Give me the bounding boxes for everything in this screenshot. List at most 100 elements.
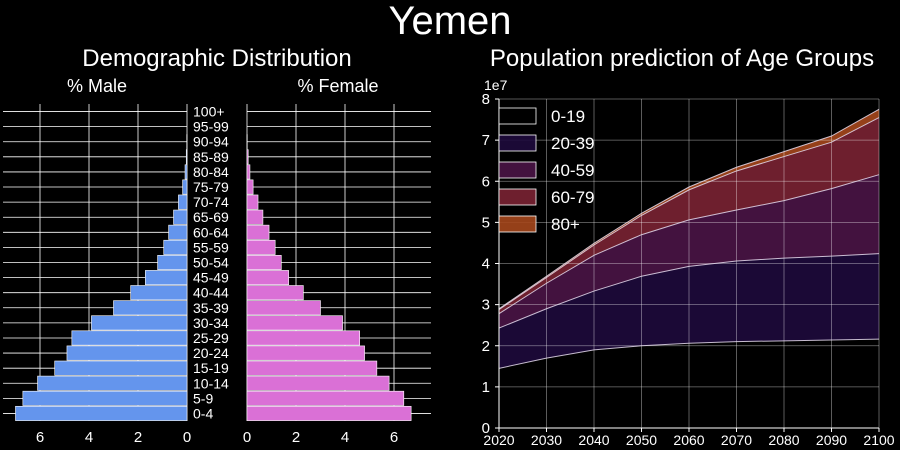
female-bar-70-74	[246, 194, 259, 210]
female-bar-65-69	[246, 209, 264, 225]
age-group-label: 100+	[193, 104, 225, 120]
female-x-tick-label: 4	[341, 429, 349, 446]
legend-label: 0-19	[551, 107, 585, 126]
y-tick-label: 4	[482, 256, 490, 273]
female-bar-85-89	[246, 149, 249, 165]
age-group-label: 45-49	[193, 270, 229, 286]
age-group-label: 30-34	[193, 315, 229, 331]
x-tick-label: 2020	[483, 432, 514, 448]
female-x-tick-label: 6	[390, 429, 398, 446]
area-20-39	[499, 253, 879, 369]
y-tick-label: 6	[482, 173, 490, 190]
age-group-label: 60-64	[193, 224, 229, 240]
area-chart-title: Population prediction of Age Groups	[490, 45, 874, 72]
line-0-19	[498, 338, 880, 369]
x-tick-label: 2100	[863, 432, 894, 448]
legend-label: 80+	[551, 215, 580, 234]
male-bar-80-84	[184, 164, 188, 180]
female-axis-title: % Female	[297, 76, 378, 96]
line-20-39	[498, 253, 880, 329]
y-tick-label: 1	[482, 379, 490, 396]
female-bar-30-34	[246, 315, 343, 331]
female-bar-75-79	[246, 179, 254, 195]
male-bar-25-29	[71, 330, 188, 346]
pyramid-title: Demographic Distribution	[82, 45, 351, 72]
x-tick-label: 2080	[768, 432, 799, 448]
population-area-chart: 0 1 2 3 4 5 6 7 8 2020 2030 2040 2050 2060 2070 2080 209…	[482, 91, 895, 448]
legend-swatch-60-79	[498, 188, 537, 206]
line-40-59	[498, 174, 880, 315]
age-group-label: 20-24	[193, 345, 229, 361]
female-bar-80-84	[246, 164, 251, 180]
female-bar-10-14	[246, 375, 390, 391]
x-tick-label: 2050	[626, 432, 657, 448]
age-group-label: 70-74	[193, 194, 229, 210]
male-bar-85-89	[185, 149, 188, 165]
male-x-tick-label: 0	[183, 429, 191, 446]
male-bar-45-49	[145, 270, 188, 286]
y-tick-label: 7	[482, 132, 490, 149]
y-tick-label: 8	[482, 91, 490, 108]
line-80+	[498, 108, 880, 310]
female-bar-40-44	[246, 285, 304, 301]
male-bar-5-9	[22, 390, 188, 406]
legend-swatch-80+	[498, 215, 537, 233]
x-tick-label: 2030	[531, 432, 562, 448]
age-group-label: 90-94	[193, 134, 229, 150]
area-60-79	[499, 117, 879, 314]
area-40-59	[499, 174, 879, 329]
legend-swatch-40-59	[498, 161, 537, 179]
male-x-tick-label: 6	[36, 429, 44, 446]
age-group-label: 65-69	[193, 209, 229, 225]
female-bar-45-49	[246, 270, 289, 286]
area-0-19	[499, 339, 879, 428]
x-tick-label: 2060	[673, 432, 704, 448]
age-group-label: 50-54	[193, 255, 229, 271]
y-scale-label: 1e7	[484, 77, 508, 93]
female-bar-5-9	[246, 390, 405, 406]
female-bar-35-39	[246, 300, 321, 316]
y-tick-label: 5	[482, 214, 490, 231]
female-bar-25-29	[246, 330, 360, 346]
y-tick-label: 0	[482, 420, 490, 437]
age-group-label: 80-84	[193, 164, 229, 180]
male-bar-30-34	[91, 315, 188, 331]
legend: 0-19 20-39 40-59 60-79 80+	[498, 107, 594, 234]
line-60-79	[498, 117, 880, 310]
male-axis-title: % Male	[67, 76, 127, 96]
age-group-label: 95-99	[193, 119, 229, 135]
male-x-tick-label: 2	[134, 429, 142, 446]
age-group-label: 15-19	[193, 360, 229, 376]
age-group-label: 5-9	[193, 390, 213, 406]
age-group-label: 75-79	[193, 179, 229, 195]
male-bar-55-59	[163, 239, 188, 255]
male-bar-0-4	[15, 405, 188, 421]
male-bar-50-54	[157, 255, 188, 270]
age-group-label: 55-59	[193, 239, 229, 255]
legend-swatch-0-19	[498, 107, 537, 125]
female-bar-55-59	[246, 239, 276, 255]
legend-label: 20-39	[551, 134, 594, 153]
legend-label: 60-79	[551, 188, 594, 207]
x-tick-label: 2070	[721, 432, 752, 448]
age-group-label: 35-39	[193, 300, 229, 316]
female-bar-20-24	[246, 345, 365, 361]
age-group-label: 10-14	[193, 375, 229, 391]
age-group-label: 40-44	[193, 285, 229, 301]
x-tick-label: 2040	[578, 432, 609, 448]
male-bar-60-64	[168, 224, 188, 240]
age-group-label: 25-29	[193, 330, 229, 346]
age-group-label: 0-4	[193, 405, 213, 421]
male-x-tick-label: 4	[85, 429, 93, 446]
population-pyramid: 0-45-910-1415-1920-2425-2930-3435-3940-4…	[3, 104, 431, 446]
x-tick-label: 2090	[816, 432, 847, 448]
figure-title: Yemen	[388, 0, 511, 43]
y-tick-label: 3	[482, 297, 490, 314]
male-bar-70-74	[178, 194, 188, 210]
female-bar-60-64	[246, 224, 270, 240]
female-bar-15-19	[246, 360, 378, 376]
female-x-tick-label: 0	[243, 429, 251, 446]
y-tick-label: 2	[482, 338, 490, 355]
female-bar-0-4	[246, 405, 412, 421]
